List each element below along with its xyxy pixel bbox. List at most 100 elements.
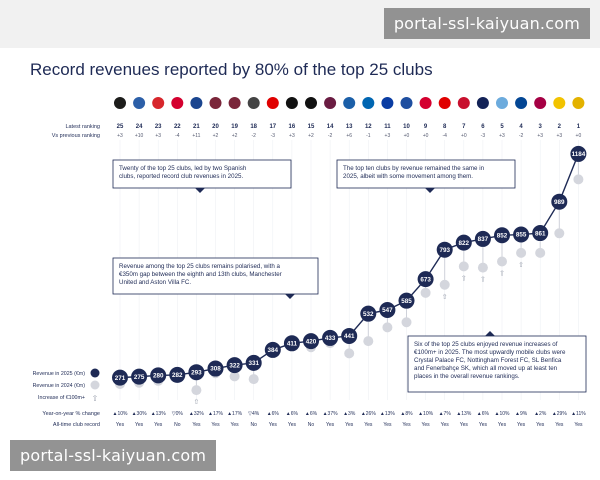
ranking-label: 10 xyxy=(403,124,410,130)
annotation-polarised-box xyxy=(112,257,319,295)
annotation-polarised: Revenue among the top 25 clubs remains p… xyxy=(119,263,282,286)
point-2025 xyxy=(264,341,281,358)
club-badge xyxy=(227,96,242,110)
ranking-label: 17 xyxy=(269,124,276,130)
point-2025 xyxy=(474,230,491,247)
club-badge xyxy=(380,96,395,110)
point-2024 xyxy=(458,261,469,272)
ranking-label: 6 xyxy=(481,124,485,130)
yoy-label: ▽4% xyxy=(248,411,260,417)
movement-label: +3 xyxy=(385,133,391,139)
movement-label: +0 xyxy=(461,133,467,139)
yoy-label: ▲11% xyxy=(571,411,586,417)
point-2025 xyxy=(417,271,434,288)
yoy-label: ▲6% xyxy=(286,411,299,417)
yoy-label: ▲17% xyxy=(227,411,243,417)
movement-label: +10 xyxy=(135,133,144,139)
value-label-2025: 852 xyxy=(497,232,508,239)
point-2025 xyxy=(169,366,186,383)
row-label-yoy: Year-on-year % change xyxy=(42,411,100,417)
record-label: Yes xyxy=(383,422,392,428)
point-2025 xyxy=(207,360,224,377)
yoy-label: ▲8% xyxy=(400,411,413,417)
value-label-2025: 855 xyxy=(516,232,527,239)
ranking-label: 4 xyxy=(519,124,523,130)
yoy-label: ▲6% xyxy=(267,411,280,417)
movement-label: +0 xyxy=(576,133,582,139)
ranking-label: 14 xyxy=(327,124,334,130)
point-2025 xyxy=(360,305,377,322)
value-label-2025: 293 xyxy=(191,369,202,376)
club-badge xyxy=(265,96,280,110)
annotation-top-ten: The top ten clubs by revenue remained th… xyxy=(343,165,485,180)
row-label-vs-previous: Vs previous ranking xyxy=(52,133,100,139)
chart-title: Record revenues reported by 80% of the t… xyxy=(30,60,433,79)
movement-label: -1 xyxy=(366,133,371,139)
yoy-label: ▲6% xyxy=(305,411,318,417)
yoy-label: ▲6% xyxy=(477,411,490,417)
point-2025 xyxy=(131,368,148,385)
club-badge xyxy=(304,96,318,110)
record-label: Yes xyxy=(517,422,526,428)
point-2025 xyxy=(455,234,472,251)
record-label: Yes xyxy=(231,422,240,428)
movement-label: +11 xyxy=(192,133,200,139)
yoy-label: ▲13% xyxy=(151,411,167,417)
record-label: Yes xyxy=(154,422,163,428)
ranking-label: 5 xyxy=(500,124,504,130)
movement-label: -3 xyxy=(481,133,486,139)
club-badge xyxy=(342,96,357,110)
value-label-2025: 433 xyxy=(325,335,336,342)
movement-label: -4 xyxy=(442,133,447,139)
movement-label: -2 xyxy=(251,133,256,139)
record-label: No xyxy=(174,422,181,428)
movement-label: +3 xyxy=(289,133,295,139)
yoy-label: ▲9% xyxy=(515,411,528,417)
club-badge xyxy=(456,96,471,110)
record-label: Yes xyxy=(498,422,507,428)
value-label-2025: 271 xyxy=(115,375,126,382)
ranking-label: 12 xyxy=(365,124,372,130)
ranking-label: 23 xyxy=(155,124,162,130)
record-label: Yes xyxy=(211,422,220,428)
record-label: Yes xyxy=(288,422,297,428)
ranking-label: 25 xyxy=(117,124,124,130)
club-badge xyxy=(323,96,338,110)
ranking-label: 8 xyxy=(443,124,447,130)
ranking-label: 15 xyxy=(308,124,315,130)
point-2025 xyxy=(379,301,396,318)
increase-marker: ⇧ xyxy=(442,293,448,301)
ranking-label: 9 xyxy=(424,124,428,130)
increase-marker: ⇧ xyxy=(480,276,486,284)
annotation-records: Twenty of the top 25 clubs, led by two S… xyxy=(119,165,247,180)
value-label-2025: 441 xyxy=(344,333,355,340)
movement-label: -4 xyxy=(175,133,180,139)
record-label: Yes xyxy=(345,422,354,428)
ranking-label: 19 xyxy=(231,124,238,130)
ranking-label: 22 xyxy=(174,124,181,130)
yoy-label: ▲32% xyxy=(189,411,205,417)
record-label: Yes xyxy=(479,422,488,428)
club-badge xyxy=(552,96,567,110)
value-label-2025: 322 xyxy=(229,362,240,369)
point-2025 xyxy=(188,364,205,381)
point-2024 xyxy=(382,322,393,333)
movement-label: +0 xyxy=(423,133,429,139)
record-label: Yes xyxy=(536,422,545,428)
movement-label: +2 xyxy=(308,133,314,139)
value-label-2025: 411 xyxy=(287,341,298,348)
annotation-records-pointer xyxy=(195,188,205,193)
yoy-label: ▲17% xyxy=(208,411,224,417)
club-badge xyxy=(533,96,548,110)
point-2025 xyxy=(150,367,167,384)
point-2024 xyxy=(497,256,507,267)
club-badge xyxy=(132,96,147,110)
legend-label-increase: Increase of €100m+ xyxy=(38,395,85,401)
point-2024 xyxy=(420,287,431,298)
point-2024 xyxy=(573,174,584,185)
record-label: Yes xyxy=(364,422,373,428)
ranking-label: 7 xyxy=(462,124,466,130)
club-badge xyxy=(418,96,433,110)
club-badge xyxy=(170,96,185,110)
point-2025 xyxy=(551,193,568,210)
